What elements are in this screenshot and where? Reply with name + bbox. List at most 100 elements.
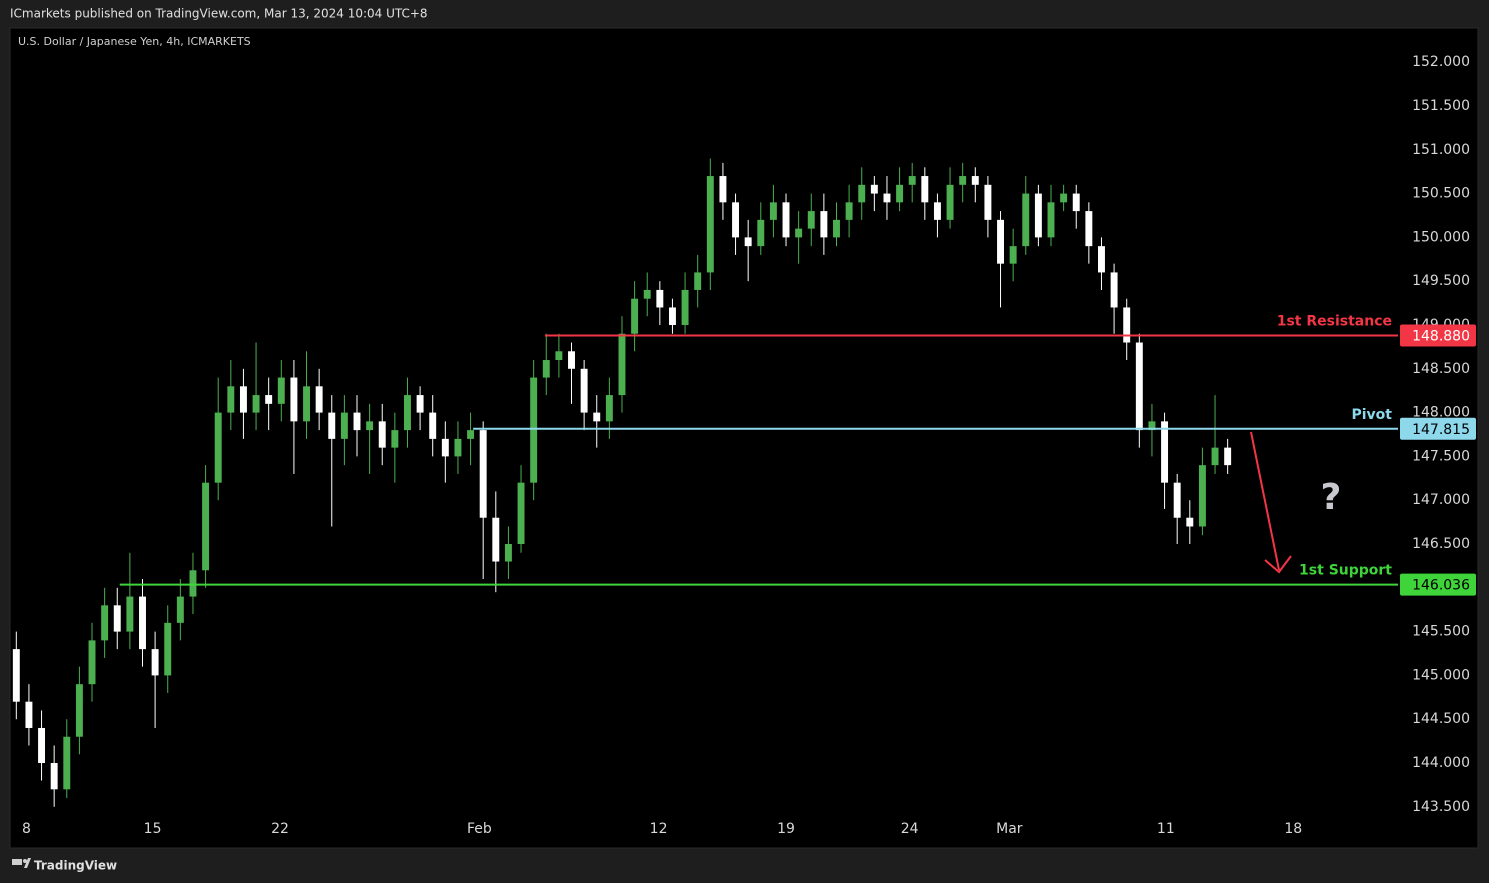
x-tick-label: 8	[22, 821, 31, 837]
candle-body	[946, 184, 954, 220]
candle-body	[202, 482, 210, 571]
annotation: ?	[1321, 477, 1342, 518]
candle-body	[139, 596, 146, 650]
tv-logo	[12, 858, 31, 868]
logo-dot	[23, 859, 27, 863]
arrow-shaft	[1250, 431, 1280, 571]
y-tick-label: 151.000	[1412, 142, 1470, 158]
candle-body	[214, 412, 222, 483]
candle-body	[858, 184, 866, 203]
y-tick-label: 148.000	[1412, 405, 1470, 421]
candle-body	[1123, 307, 1131, 343]
candle-body	[151, 649, 159, 676]
candle-body	[1186, 517, 1194, 527]
y-tick-label: 144.500	[1412, 711, 1470, 727]
candle-body	[391, 430, 399, 448]
symbol-title: U.S. Dollar / Japanese Yen, 4h, ICMARKET…	[18, 35, 251, 48]
candle-body	[1173, 482, 1181, 518]
candle-body	[12, 649, 20, 702]
candle-body	[1060, 193, 1068, 203]
candle-body	[1022, 193, 1030, 247]
candle-body	[126, 596, 134, 632]
candle-body	[1161, 421, 1169, 483]
candle-body	[1072, 193, 1080, 212]
y-tick-label: 145.000	[1412, 667, 1470, 683]
candle-body	[441, 438, 449, 457]
candle-body	[328, 412, 336, 439]
candle-body	[416, 395, 424, 413]
forecast-arrow	[1250, 431, 1292, 574]
candle-body	[921, 176, 929, 203]
candle-body	[1110, 272, 1118, 308]
candle-body	[807, 211, 815, 229]
x-tick-label: 19	[777, 821, 795, 837]
candle-body	[618, 333, 626, 396]
candle-body	[1135, 342, 1143, 431]
logo-shape	[12, 859, 22, 865]
candle-body	[366, 421, 374, 431]
candle-body	[542, 360, 550, 378]
candle-body	[454, 438, 462, 457]
candle-body	[1034, 193, 1042, 238]
candle-body	[555, 351, 563, 361]
x-tick-label: 18	[1284, 821, 1302, 837]
candle-body	[113, 605, 121, 632]
candle-body	[88, 640, 96, 685]
candle-body	[1098, 246, 1105, 273]
x-tick-label: Feb	[467, 821, 492, 837]
candle-body	[694, 272, 702, 290]
candle-body	[870, 184, 878, 194]
candle-body	[227, 386, 235, 413]
candle-body	[25, 701, 33, 728]
y-tick-label: 150.000	[1412, 229, 1470, 245]
candle-body	[984, 184, 992, 220]
candle-body	[1148, 421, 1156, 431]
candle-body	[744, 237, 752, 247]
candle-body	[719, 176, 727, 203]
candle-body	[315, 386, 323, 413]
y-tick-label: 144.000	[1412, 755, 1470, 771]
candle-body	[908, 176, 916, 185]
candle-body	[757, 219, 765, 247]
candle-body	[820, 211, 828, 238]
price-tag-label: 147.815	[1412, 422, 1470, 438]
y-tick-label: 147.500	[1412, 448, 1470, 464]
y-tick-label: 150.500	[1412, 186, 1470, 202]
candle-body	[656, 289, 664, 308]
candle-body	[1047, 202, 1055, 238]
y-tick-label: 143.500	[1412, 799, 1470, 815]
candle-body	[252, 395, 260, 413]
candle-body	[290, 377, 298, 422]
candle-body	[101, 605, 109, 641]
candle-body	[1224, 447, 1232, 466]
candle-body	[593, 412, 601, 422]
candle-body	[605, 395, 613, 422]
candle-body	[164, 622, 172, 676]
candle-body	[429, 412, 437, 439]
footer-brand: TradingView	[34, 859, 117, 873]
y-tick-label: 148.500	[1412, 361, 1470, 377]
price-tag-label: 146.036	[1412, 578, 1470, 594]
candle-body	[833, 219, 840, 238]
candle-body	[1009, 246, 1017, 264]
candle-body	[75, 684, 83, 737]
candle-body	[265, 395, 273, 404]
x-tick-label: Mar	[996, 821, 1023, 837]
y-tick-label: 151.500	[1412, 98, 1470, 114]
arrow-head	[1264, 555, 1292, 574]
candle-body	[706, 176, 714, 273]
y-tick-label: 152.000	[1412, 54, 1470, 70]
candle-body	[378, 421, 386, 448]
y-tick-label: 149.500	[1412, 273, 1470, 289]
candle-body	[580, 368, 588, 413]
price-tag-label: 148.880	[1412, 329, 1470, 345]
x-tick-label: 12	[650, 821, 668, 837]
level-name: 1st Support	[1299, 563, 1392, 579]
candle-body	[681, 289, 689, 325]
y-tick-label: 145.500	[1412, 624, 1470, 640]
header: ICmarkets published on TradingView.com, …	[10, 7, 428, 21]
x-tick-label: 11	[1157, 821, 1175, 837]
candle-body	[795, 228, 803, 238]
